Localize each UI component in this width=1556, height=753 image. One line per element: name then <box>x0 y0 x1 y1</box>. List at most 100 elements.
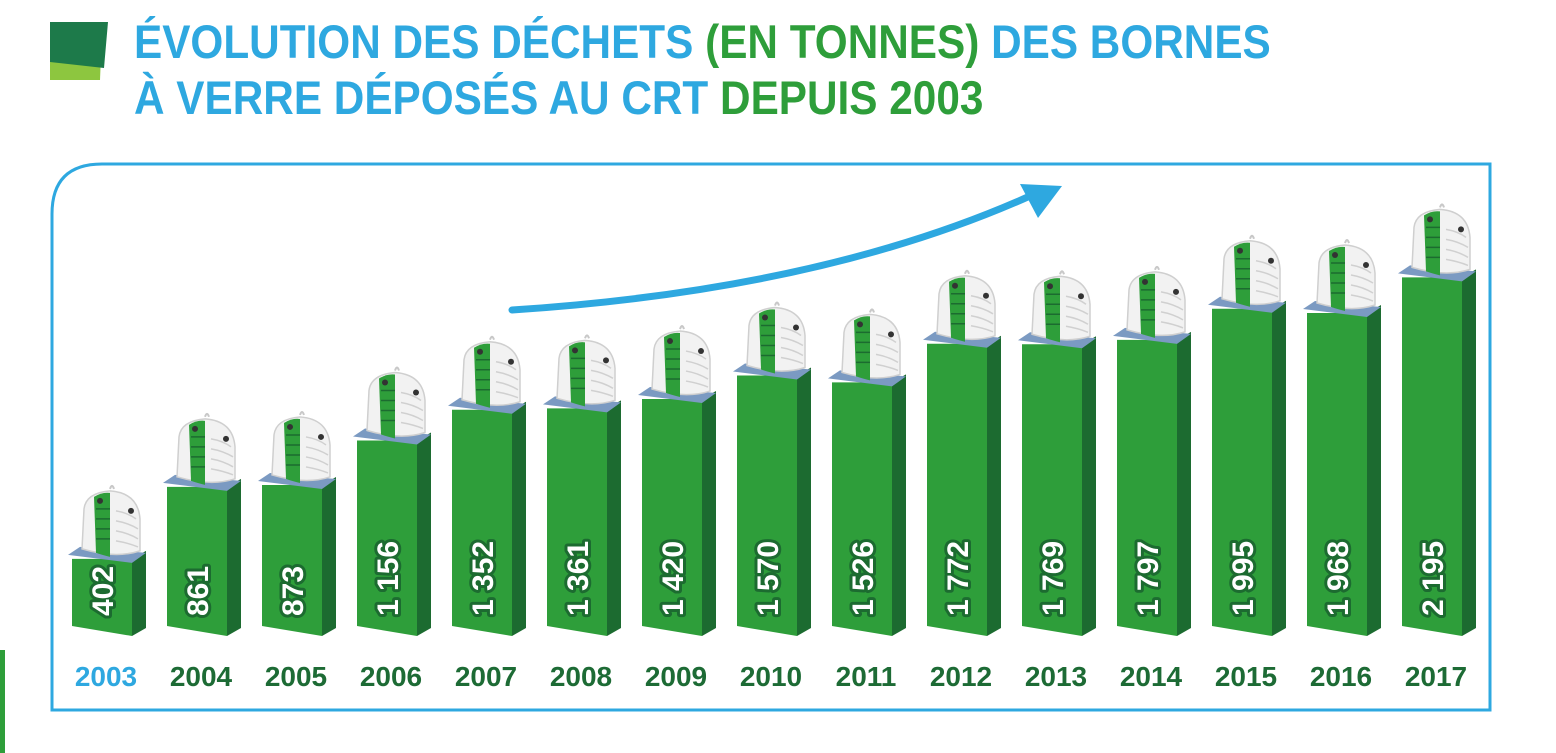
glass-bin-icon <box>366 366 426 439</box>
bar-2006: 1 156 <box>353 366 431 636</box>
year-labels-group: 2003 2004 2005 2006 2007 2008 2009 2010 2011 2012… <box>75 661 1467 692</box>
bar-side <box>512 401 526 636</box>
value-label: 1 361 <box>562 541 595 616</box>
chart-frame <box>50 162 1492 712</box>
year-label: 2005 <box>265 661 327 692</box>
year-label: 2007 <box>455 661 517 692</box>
value-label: 2 195 <box>1417 541 1450 616</box>
bar-front <box>262 484 322 636</box>
bar-2015: 1 995 <box>1208 234 1286 636</box>
glass-bin-icon <box>81 484 141 557</box>
bar-side <box>1462 269 1476 636</box>
bar-2005: 873 <box>258 410 336 636</box>
glass-bin-icon <box>1411 203 1471 276</box>
bar-side <box>797 367 811 636</box>
year-label: 2010 <box>740 661 802 692</box>
bar-side <box>1272 300 1286 636</box>
bar-2004: 861 <box>163 412 241 636</box>
bar-2011: 1 526 <box>828 308 906 636</box>
year-label: 2013 <box>1025 661 1087 692</box>
glass-bin-icon <box>746 301 806 374</box>
bar-front <box>1022 344 1082 636</box>
value-label: 861 <box>182 566 215 616</box>
bar-2013: 1 769 <box>1018 270 1096 636</box>
value-label: 402 <box>87 566 120 616</box>
bars-group: 402 861 873 1 156 1 352 1 361 1 420 1 570 1 526 1… <box>68 203 1476 636</box>
glass-bin-icon <box>1031 270 1091 343</box>
year-label: 2006 <box>360 661 422 692</box>
bar-2014: 1 797 <box>1113 265 1191 636</box>
bar-side <box>892 374 906 636</box>
glass-bin-icon <box>936 269 996 342</box>
bar-front <box>357 440 417 636</box>
title-line-1: ÉVOLUTION DES DÉCHETS (EN TONNES) DES BO… <box>134 14 1271 70</box>
year-label: 2008 <box>550 661 612 692</box>
bar-front <box>167 486 227 636</box>
value-label: 1 968 <box>1322 541 1355 616</box>
bar-2016: 1 968 <box>1303 239 1381 636</box>
bar-side <box>322 476 336 636</box>
title-segment: ÉVOLUTION DES DÉCHETS <box>134 15 706 68</box>
year-label: 2015 <box>1215 661 1277 692</box>
bar-2003: 402 <box>68 484 146 636</box>
glass-bin-icon <box>1126 265 1186 338</box>
glass-bin-icon <box>841 308 901 381</box>
bar-front <box>72 558 132 636</box>
bar-2009: 1 420 <box>638 325 716 636</box>
year-label: 2004 <box>170 661 233 692</box>
value-label: 1 420 <box>657 541 690 616</box>
bar-2012: 1 772 <box>923 269 1001 636</box>
bar-side <box>1082 336 1096 636</box>
glass-bin-icon <box>176 412 236 485</box>
bar-side <box>417 432 431 636</box>
value-label: 1 995 <box>1227 541 1260 616</box>
bar-2008: 1 361 <box>543 334 621 636</box>
value-label: 1 769 <box>1037 541 1070 616</box>
value-label: 873 <box>277 566 310 616</box>
bar-front <box>832 382 892 636</box>
title-segment-highlight: (EN TONNES) <box>705 15 980 68</box>
glass-bin-icon <box>556 334 616 407</box>
bar-front <box>1402 277 1462 636</box>
bar-side <box>227 478 241 636</box>
bar-side <box>1367 305 1381 636</box>
bar-front <box>452 409 512 636</box>
bar-front <box>1307 313 1367 636</box>
year-label: 2009 <box>645 661 707 692</box>
bar-front <box>1212 308 1272 636</box>
logo-icon <box>50 22 108 80</box>
year-label: 2003 <box>75 661 137 692</box>
bar-2007: 1 352 <box>448 335 526 636</box>
bar-side <box>607 400 621 636</box>
title-line-2: À VERRE DÉPOSÉS AU CRT DEPUIS 2003 <box>134 70 1271 126</box>
bar-front <box>547 408 607 636</box>
trend-arrowhead-icon <box>1020 184 1062 218</box>
glass-bin-icon <box>651 325 711 398</box>
side-decoration <box>0 650 5 753</box>
bar-side <box>132 550 146 636</box>
bar-front <box>737 375 797 636</box>
value-label: 1 772 <box>942 541 975 616</box>
bar-side <box>987 335 1001 636</box>
glass-bin-icon <box>1221 234 1281 307</box>
bar-2017: 2 195 <box>1398 203 1476 636</box>
bar-front <box>927 343 987 636</box>
value-label: 1 570 <box>752 541 785 616</box>
value-label: 1 526 <box>847 541 880 616</box>
value-label: 1 352 <box>467 541 500 616</box>
bar-2010: 1 570 <box>733 301 811 636</box>
title-segment-highlight: DEPUIS 2003 <box>720 71 984 124</box>
value-label: 1 156 <box>372 541 405 616</box>
year-label: 2016 <box>1310 661 1372 692</box>
bar-front <box>1117 339 1177 636</box>
year-label: 2014 <box>1120 661 1183 692</box>
trend-arrow-icon <box>508 192 1034 314</box>
value-label: 1 797 <box>1132 541 1165 616</box>
title-segment: DES BORNES <box>979 15 1271 68</box>
bar-side <box>1177 331 1191 636</box>
year-label: 2017 <box>1405 661 1467 692</box>
year-label: 2012 <box>930 661 992 692</box>
glass-bin-icon <box>461 335 521 408</box>
glass-bin-icon <box>1316 239 1376 312</box>
